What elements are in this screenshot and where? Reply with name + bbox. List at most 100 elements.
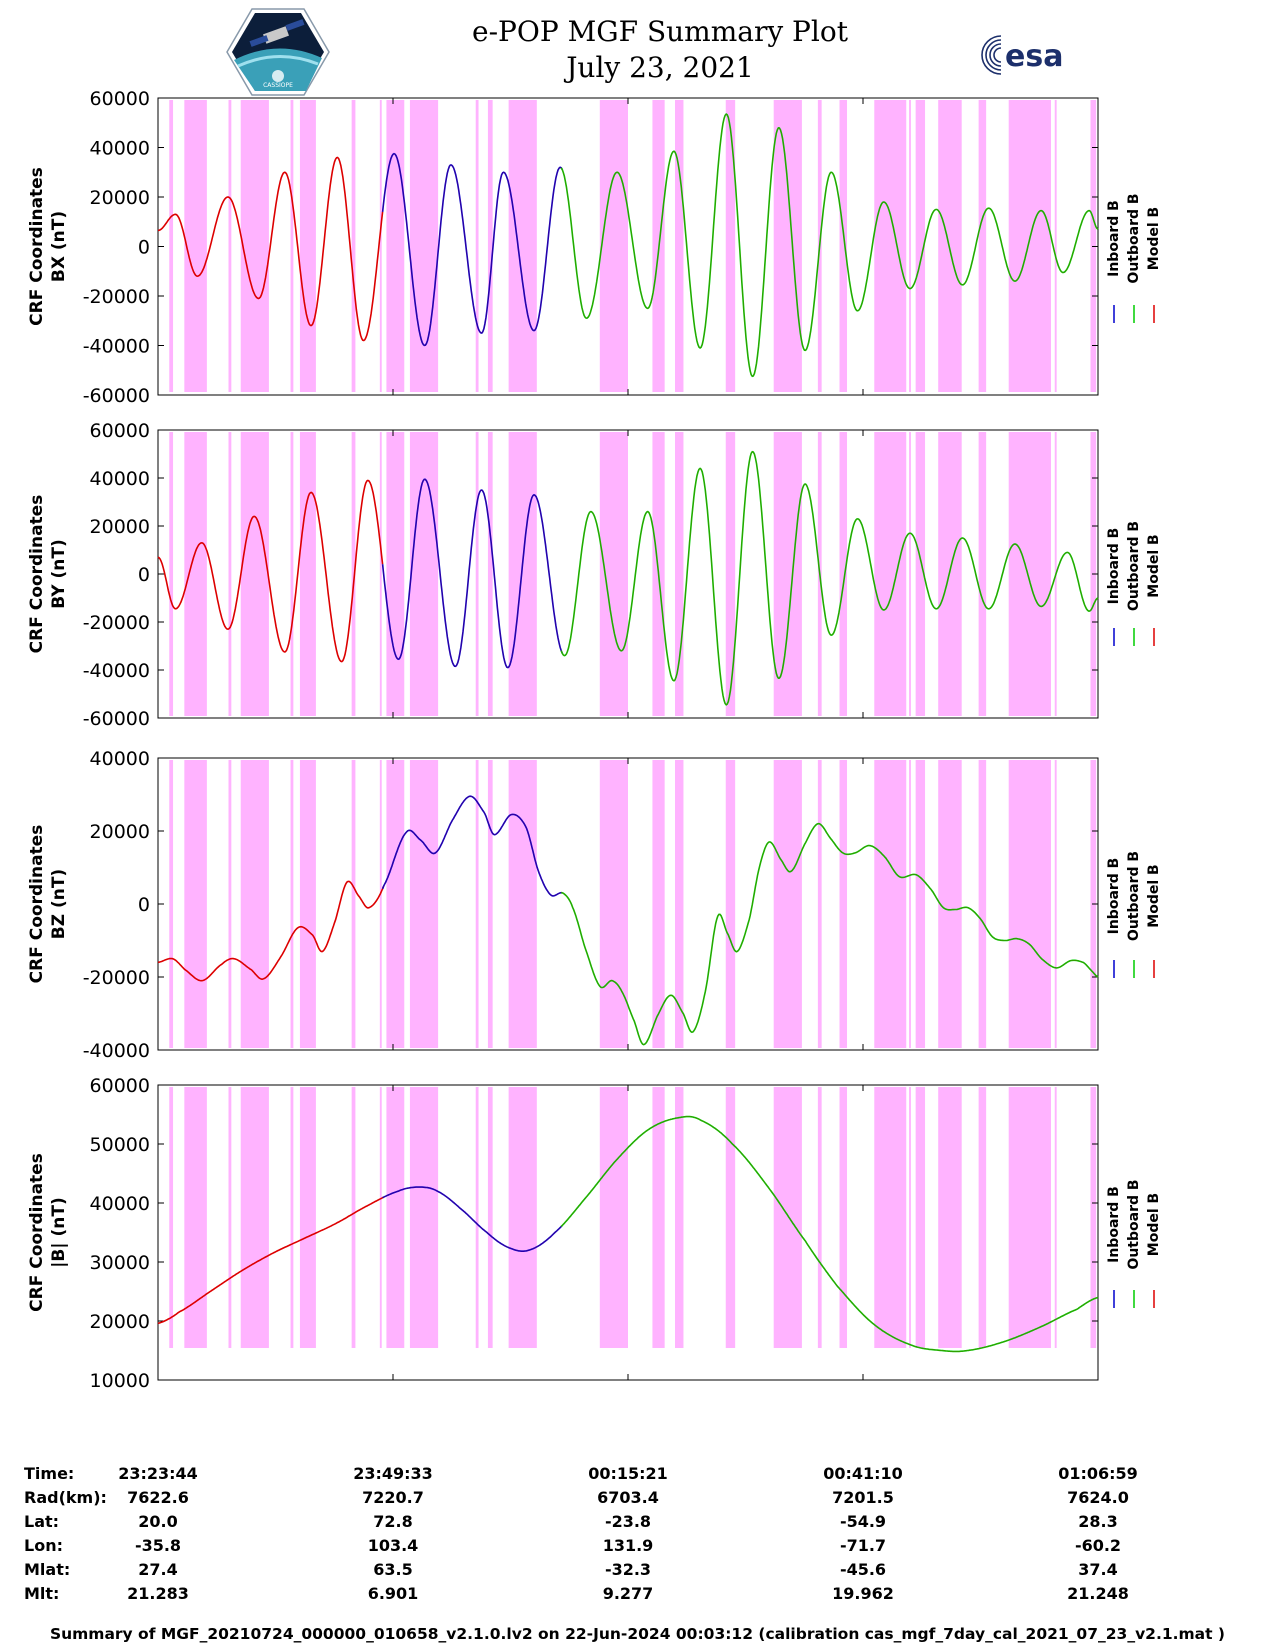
info-value-lon: -71.7 <box>839 1536 887 1555</box>
eclipse-shade-bar <box>1008 100 1051 392</box>
eclipse-shade-bar <box>652 1087 665 1348</box>
footer-caption: Summary of MGF_20210724_000000_010658_v2… <box>49 1625 1226 1643</box>
info-value-rad: 6703.4 <box>597 1488 659 1507</box>
info-value-rad: 7201.5 <box>832 1488 894 1507</box>
eclipse-shade-bar <box>839 100 848 392</box>
y-tick-label: 0 <box>138 237 150 259</box>
eclipse-shade-bar <box>978 432 987 716</box>
y-tick-label: -40000 <box>83 336 150 358</box>
eclipse-shade-bar <box>228 760 232 1048</box>
eclipse-shade-bar <box>240 100 269 392</box>
summary-plot: 60000 40000 20000 0 -20000 -40000 -60000 CRF Co… <box>27 88 1162 1392</box>
y-tick-label: 60000 <box>90 88 150 110</box>
title-line-2: July 23, 2021 <box>566 51 754 84</box>
legend-label: Model B <box>1146 864 1162 927</box>
eclipse-shade-bar <box>487 432 493 716</box>
y-tick-label: -20000 <box>83 967 150 989</box>
info-label-mlt: Mlt: <box>24 1584 60 1603</box>
eclipse-shade-bar <box>915 760 926 1048</box>
eclipse-shade-bar <box>1054 1087 1057 1348</box>
y-tick-label: 40000 <box>90 468 150 490</box>
legend-label: Inboard B <box>1106 528 1122 605</box>
eclipse-shade-bar <box>299 100 316 392</box>
y-tick-label: 20000 <box>90 821 150 843</box>
eclipse-shade-bar <box>599 432 628 716</box>
eclipse-shade-bar <box>675 432 684 716</box>
eclipse-shade-bar <box>909 100 911 392</box>
model-b-curve <box>157 156 384 342</box>
panel-bmag: 60000 50000 40000 30000 20000 10000 CRF Coordi… <box>27 1075 1162 1392</box>
y-tick-label: 0 <box>138 564 150 586</box>
eclipse-shade-bar <box>725 432 736 716</box>
y-axis-label: CRF Coordinates <box>27 825 47 984</box>
info-value-rad: 7220.7 <box>362 1488 424 1507</box>
eclipse-shade-bar <box>386 100 405 392</box>
eclipse-shade-bar <box>169 760 174 1048</box>
eclipse-shade-bar <box>773 760 802 1048</box>
outboard-b-curve <box>560 113 1099 378</box>
info-value-lon: 103.4 <box>367 1536 419 1555</box>
orbit-info-table: Time: 23:23:44 23:49:33 00:15:21 00:41:10 01:… <box>0 1464 1275 1624</box>
eclipse-shade-bar <box>1054 760 1057 1048</box>
eclipse-shade-bar <box>475 1087 479 1348</box>
eclipse-shade-bar <box>299 1087 316 1348</box>
eclipse-shade-bar <box>290 432 294 716</box>
eclipse-shade-bar <box>1008 760 1051 1048</box>
outboard-b-curve <box>561 822 1099 1046</box>
eclipse-shade-bar <box>938 760 962 1048</box>
eclipse-shade-bar <box>599 1087 628 1348</box>
eclipse-shade-bar <box>1090 1087 1097 1348</box>
eclipse-shade-bar <box>475 432 479 716</box>
eclipse-shade-bar <box>290 100 294 392</box>
model-b-trace <box>157 1116 1099 1352</box>
info-value-mlt: 19.962 <box>832 1584 894 1603</box>
panel-bx: 60000 40000 20000 0 -20000 -40000 -60000 CRF Co… <box>27 88 1162 407</box>
outboard-b-curve <box>560 1115 1099 1353</box>
info-value-lat: 28.3 <box>1078 1512 1118 1531</box>
legend-label: Inboard B <box>1106 200 1122 277</box>
y-tick-label: -60000 <box>83 708 150 730</box>
eclipse-shade-bar <box>652 760 665 1048</box>
eclipse-shade-bar <box>409 760 439 1048</box>
info-value-lat: 20.0 <box>138 1512 178 1531</box>
inboard-b-curve <box>382 1186 563 1252</box>
eclipse-shade-bar <box>240 760 269 1048</box>
legend-label: Outboard B <box>1126 851 1142 941</box>
info-label-lon: Lon: <box>24 1536 63 1555</box>
eclipse-shade-bar <box>1054 100 1057 392</box>
eclipse-shade-bar <box>874 432 907 716</box>
eclipse-shade-bar <box>351 100 356 392</box>
y-tick-label: 20000 <box>90 516 150 538</box>
esa-logo: esa <box>981 35 1063 75</box>
info-value-rad: 7622.6 <box>127 1488 189 1507</box>
eclipse-shade-bar <box>978 760 987 1048</box>
eclipse-shade-bar <box>915 432 926 716</box>
inboard-b-curve <box>381 152 563 347</box>
eclipse-shade-bar <box>978 100 987 392</box>
eclipse-shade-bar <box>675 1087 684 1348</box>
eclipse-shade-bar <box>409 1087 439 1348</box>
eclipse-shade-bar <box>508 432 537 716</box>
outboard-b-curve <box>560 450 1099 706</box>
eclipse-shade-bar <box>1008 432 1051 716</box>
eclipse-shade-bar <box>675 760 684 1048</box>
eclipse-shade-bar <box>938 1087 962 1348</box>
eclipse-shade-bar <box>773 432 802 716</box>
eclipse-shade-bar <box>909 1087 911 1348</box>
info-value-time: 23:49:33 <box>353 1464 433 1483</box>
info-label-time: Time: <box>24 1464 75 1483</box>
eclipse-shade-bar <box>874 100 907 392</box>
legend-label: Outboard B <box>1126 193 1142 283</box>
eclipse-shade-bar <box>874 1087 907 1348</box>
y-tick-label: 40000 <box>90 748 150 770</box>
eclipse-shade-bar <box>487 100 493 392</box>
model-b-trace <box>157 451 1099 706</box>
eclipse-shade-bar <box>599 760 628 1048</box>
eclipse-shade-bar <box>839 1087 848 1348</box>
info-value-time: 23:23:44 <box>118 1464 198 1483</box>
panel-by: 60000 40000 20000 0 -20000 -40000 -60000 CRF Co… <box>27 420 1162 730</box>
eclipse-shade-bar <box>169 100 174 392</box>
model-b-trace <box>157 113 1099 377</box>
esa-logo-text: esa <box>1005 39 1063 74</box>
model-b-trace <box>157 795 1099 1045</box>
